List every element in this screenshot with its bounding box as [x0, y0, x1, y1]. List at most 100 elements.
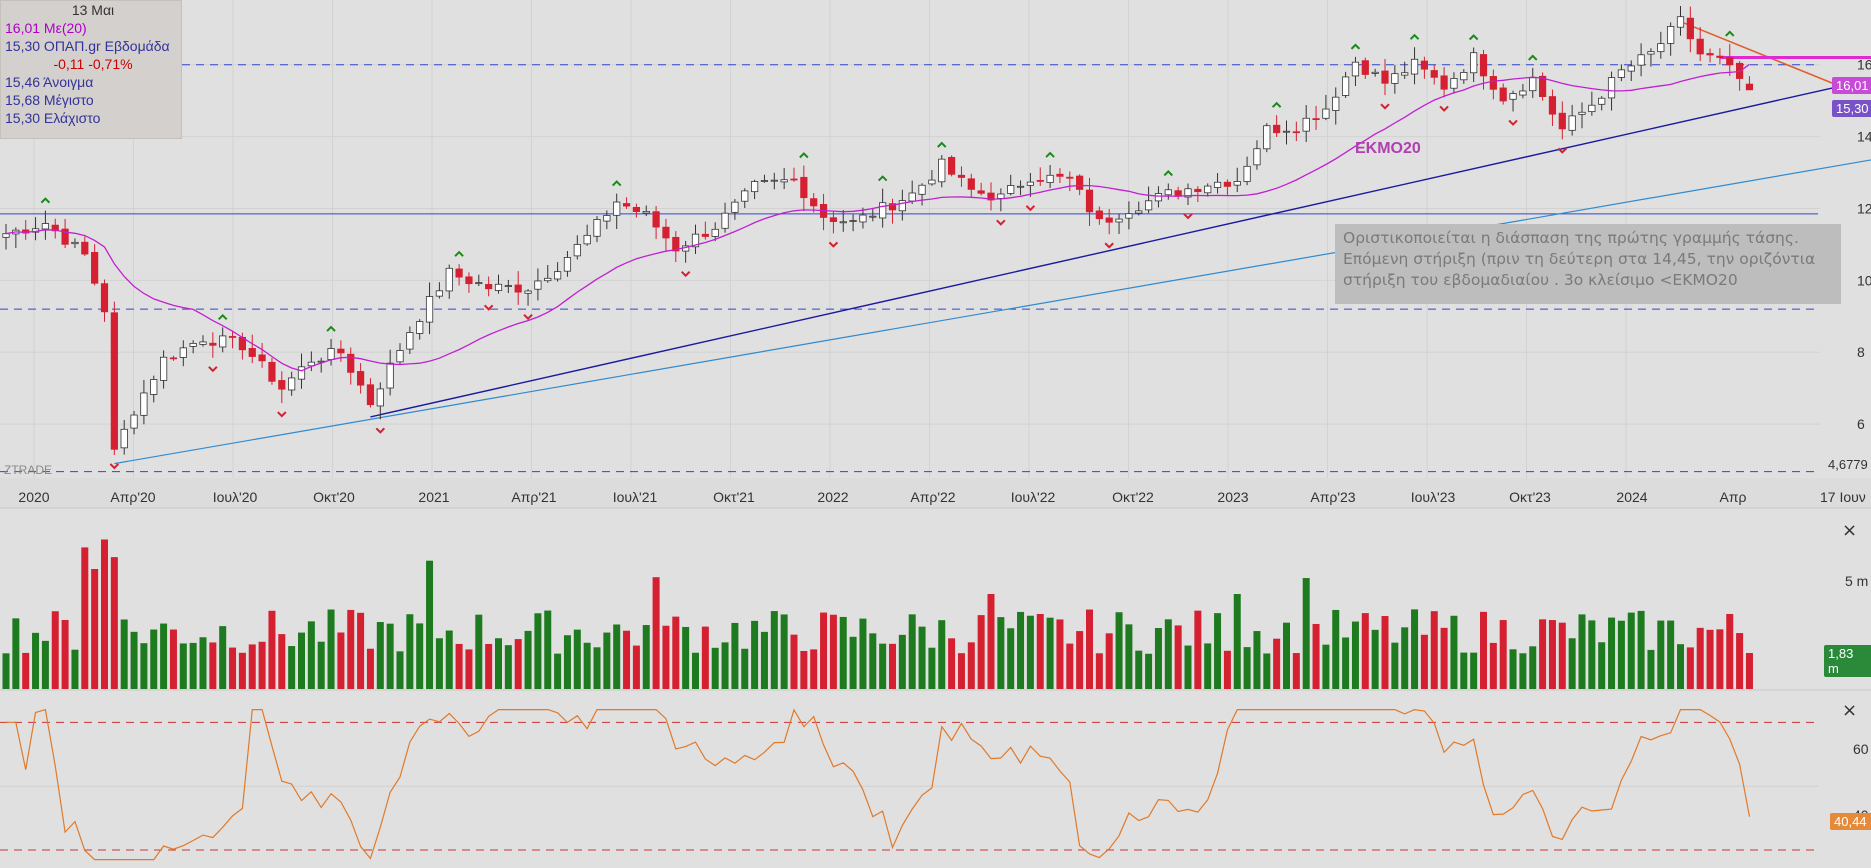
volume-bar	[150, 629, 158, 689]
candle-body	[928, 179, 936, 185]
volume-bar	[967, 642, 975, 689]
candle-body	[987, 192, 995, 201]
volume-bar	[682, 626, 690, 689]
candle-body	[425, 296, 434, 323]
candle-body	[288, 377, 296, 391]
volume-bar	[692, 652, 699, 689]
volume-bar	[1204, 643, 1212, 689]
candle-body	[1105, 217, 1113, 223]
swing-high-marker	[937, 141, 947, 148]
candle-body	[100, 283, 109, 313]
candle-body	[760, 180, 769, 182]
candle-body	[1312, 118, 1320, 121]
swing-high-marker	[454, 250, 464, 257]
candle-body	[544, 277, 552, 282]
candle-body	[81, 241, 89, 255]
note-line: στήριξη του εβδομαδιαίου . 3ο κλείσιμο <…	[1343, 271, 1738, 289]
volume-bar	[603, 632, 611, 689]
candle-body	[859, 214, 867, 223]
volume-bar	[593, 647, 601, 689]
volume-bar	[1332, 609, 1340, 689]
volume-bar	[1627, 612, 1635, 689]
rsi-close-icon[interactable]: ×	[1842, 700, 1858, 721]
volume-bar	[1243, 647, 1251, 689]
volume-bar	[800, 650, 808, 689]
volume-bar	[1736, 633, 1744, 689]
candle-body	[1125, 213, 1133, 219]
candle-body	[1647, 51, 1655, 55]
candle-body	[130, 414, 138, 429]
candle-body	[573, 244, 581, 257]
volume-bar	[51, 611, 59, 689]
volume-close-icon[interactable]: ×	[1842, 520, 1858, 541]
swing-high-marker	[1271, 101, 1282, 108]
volume-bar	[1489, 642, 1497, 689]
resistance-line	[1680, 20, 1841, 87]
volume-bar	[810, 649, 818, 689]
candle-body	[1509, 93, 1517, 100]
volume-bar	[1686, 647, 1694, 689]
candle-body	[189, 342, 197, 347]
swing-low-marker	[1380, 103, 1390, 110]
volume-bar	[1263, 653, 1271, 689]
volume-bar	[1312, 623, 1320, 689]
volume-bar	[770, 611, 778, 689]
volume-bar	[179, 643, 187, 689]
info-change: -0,11 -0,71%	[53, 56, 133, 72]
candle-body	[1696, 38, 1704, 55]
candle-body	[297, 366, 306, 380]
volume-bar	[1125, 624, 1133, 689]
ema-label: ΕΚΜΟ20	[1355, 140, 1421, 157]
candle-body	[465, 276, 473, 285]
candle-body	[1470, 52, 1478, 74]
candle-body	[1588, 104, 1596, 113]
volume-bar	[1145, 653, 1153, 689]
swing-high-marker	[1350, 43, 1361, 50]
volume-bar	[268, 610, 276, 689]
candle-body	[1085, 189, 1094, 213]
candle-body	[1016, 185, 1025, 188]
volume-bar	[1007, 628, 1015, 689]
volume-bar	[1302, 578, 1310, 689]
price-min-label: 4,6779	[1828, 457, 1868, 472]
time-axis: 2020 Απρ'20 Ιουλ'20 Οκτ'20 2021 Απρ'21 Ιουλ'21…	[18, 489, 1746, 505]
info-open: 15,46 Άνοιγμα	[5, 74, 94, 90]
volume-bar	[898, 634, 906, 689]
volume-bar	[160, 623, 168, 689]
volume-bar	[731, 622, 739, 689]
volume-bar	[1017, 611, 1025, 689]
candle-body	[554, 271, 562, 280]
close-value-badge: 15,30	[1832, 100, 1871, 117]
volume-bar	[1105, 633, 1113, 689]
swing-high-marker	[1409, 33, 1420, 40]
candle-body	[1076, 175, 1084, 190]
volume-bar	[357, 612, 365, 689]
candle-body	[1440, 75, 1448, 90]
volume-bar	[544, 610, 552, 689]
volume-bar	[130, 631, 138, 689]
rsi-value-badge: 40,44	[1830, 813, 1871, 830]
volume-bar	[997, 617, 1005, 689]
volume-bar	[652, 577, 660, 689]
volume-bar	[238, 652, 246, 689]
candle-body	[642, 210, 650, 214]
volume-bar	[1745, 653, 1753, 689]
candle-body	[780, 179, 788, 183]
volume-bar	[879, 643, 887, 689]
candle-body	[1282, 130, 1291, 133]
volume-bar	[829, 614, 837, 689]
volume-bar	[1283, 622, 1290, 689]
candle-body	[1686, 17, 1694, 40]
candle-body	[1617, 69, 1625, 78]
volume-bar	[32, 632, 40, 689]
volume-bar	[1214, 613, 1222, 689]
rsi-line	[6, 708, 1751, 861]
candle-body	[721, 212, 729, 229]
candle-body	[1302, 117, 1310, 132]
volume-bar	[1657, 620, 1665, 689]
time-tick-label: 2023	[1217, 489, 1248, 505]
volume-bar	[22, 652, 30, 689]
swing-low-marker	[1508, 119, 1518, 126]
candle-body	[1223, 181, 1231, 187]
trendline-primary	[370, 85, 1841, 418]
